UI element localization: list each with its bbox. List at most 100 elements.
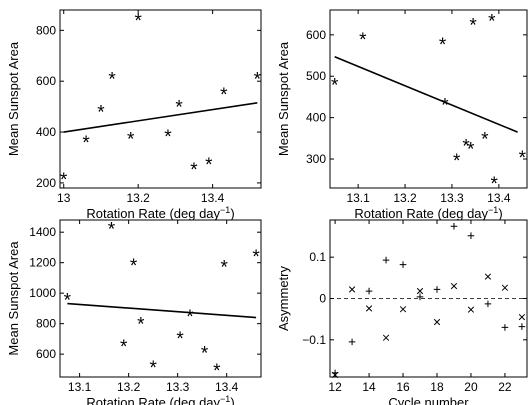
x-tick-label: 13.1 [68, 380, 92, 394]
y-tick-label: 600 [36, 347, 56, 361]
y-tick-label: 0 [319, 292, 326, 306]
x-tick-label: 13.4 [487, 191, 511, 205]
star-point: * [60, 170, 68, 191]
x-tick-label: 20 [464, 380, 478, 394]
y-tick-label: 600 [306, 28, 326, 42]
x-tick-label: 18 [430, 380, 444, 394]
x-tick-label: 13.2 [117, 380, 141, 394]
y-tick-label: 1000 [29, 286, 56, 300]
cross-point [416, 287, 424, 295]
x-tick-label: 12 [328, 380, 342, 394]
axes-frame [329, 9, 528, 189]
x-axis-label: Rotation Rate (deg day−1) [354, 205, 502, 221]
x-axis-label: Rotation Rate (deg day−1) [86, 394, 234, 405]
x-axis-label: Rotation Rate (deg day−1) [86, 205, 234, 221]
star-point: * [108, 70, 116, 91]
star-point: * [439, 35, 447, 56]
x-tick-label: 13.4 [201, 191, 225, 205]
fit-line [334, 56, 518, 133]
y-tick-label: 300 [306, 152, 326, 166]
y-tick-label: 200 [36, 176, 56, 190]
y-tick-label: 400 [36, 125, 56, 139]
y-tick-label: 500 [306, 69, 326, 83]
star-point: * [175, 98, 183, 119]
fit-line [67, 302, 257, 319]
star-point: * [149, 358, 157, 379]
plus-point [416, 293, 424, 301]
cross-point [518, 313, 526, 321]
x-axis-label: Cycle number [388, 395, 469, 405]
star-point: * [453, 151, 461, 172]
x-tick-label: 13 [57, 191, 71, 205]
star-point: * [213, 361, 221, 382]
star-point: * [108, 219, 116, 240]
cross-point [501, 284, 509, 291]
star-point: * [137, 315, 145, 336]
star-point: * [441, 95, 449, 116]
star-point: * [359, 30, 367, 51]
plus-point [399, 261, 407, 268]
cross-point [450, 282, 458, 290]
star-point: * [462, 136, 470, 157]
star-point: * [201, 344, 209, 365]
x-tick-label: 22 [498, 380, 512, 394]
cross-point [382, 334, 390, 341]
y-tick-label: 800 [36, 317, 56, 331]
star-point: * [481, 129, 489, 150]
panel-bottom-right: 12 14 16 18 20 22 −0.1 0 0.1 Cycle number Asymmetr… [276, 219, 528, 405]
fit-line [63, 102, 258, 133]
star-point: * [519, 148, 527, 169]
x-tick-label: 13.2 [126, 191, 150, 205]
y-tick-label: 600 [36, 74, 56, 88]
cross-point [348, 286, 356, 293]
star-point: * [120, 337, 128, 358]
plus-point [348, 338, 356, 346]
plus-point [433, 286, 441, 293]
star-point: * [469, 15, 477, 36]
star-point: * [127, 129, 135, 150]
cross-point [365, 305, 373, 312]
cross-point [433, 318, 441, 326]
plus-point [365, 287, 373, 295]
panel-top-left: 13 13.2 13.4 200 400 600 800 Rotation Rate (deg… [6, 9, 262, 221]
y-tick-label: −0.1 [302, 333, 326, 347]
plus-point [501, 324, 509, 331]
plus-point [382, 256, 390, 264]
y-tick-label: 800 [36, 23, 56, 37]
star-point: * [164, 127, 172, 148]
x-tick-label: 13.2 [393, 191, 417, 205]
plus-point [467, 232, 475, 239]
plus-point [484, 300, 492, 308]
star-point: * [254, 70, 262, 91]
star-point: * [221, 257, 229, 278]
x-tick-label: 14 [362, 380, 376, 394]
y-tick-label: 1200 [29, 256, 56, 270]
star-point: * [190, 160, 198, 181]
star-point: * [490, 174, 498, 195]
axes-frame [59, 9, 262, 189]
star-point: * [220, 85, 228, 106]
y-axis-label: Mean Sunspot Area [6, 41, 21, 156]
plus-point [518, 323, 526, 330]
cross-point [331, 371, 339, 379]
y-axis-label: Mean Sunspot Area [276, 41, 291, 156]
x-tick-label: 13.3 [440, 191, 464, 205]
y-tick-label: 400 [306, 111, 326, 125]
star-point: * [331, 76, 339, 97]
star-point: * [252, 247, 260, 268]
x-tick-label: 13.1 [346, 191, 370, 205]
cross-point [467, 306, 475, 313]
star-point: * [130, 256, 138, 277]
star-point: * [488, 11, 496, 32]
x-tick-label: 13.4 [215, 380, 239, 394]
y-axis-label: Asymmetry [276, 266, 291, 332]
x-tick-label: 16 [396, 380, 410, 394]
cross-point [399, 306, 407, 313]
y-tick-label: 0.1 [309, 250, 326, 264]
star-point: * [186, 307, 194, 328]
x-tick-label: 13.3 [166, 380, 190, 394]
star-point: * [82, 133, 90, 154]
star-point: * [64, 290, 72, 311]
cross-point [484, 273, 492, 280]
